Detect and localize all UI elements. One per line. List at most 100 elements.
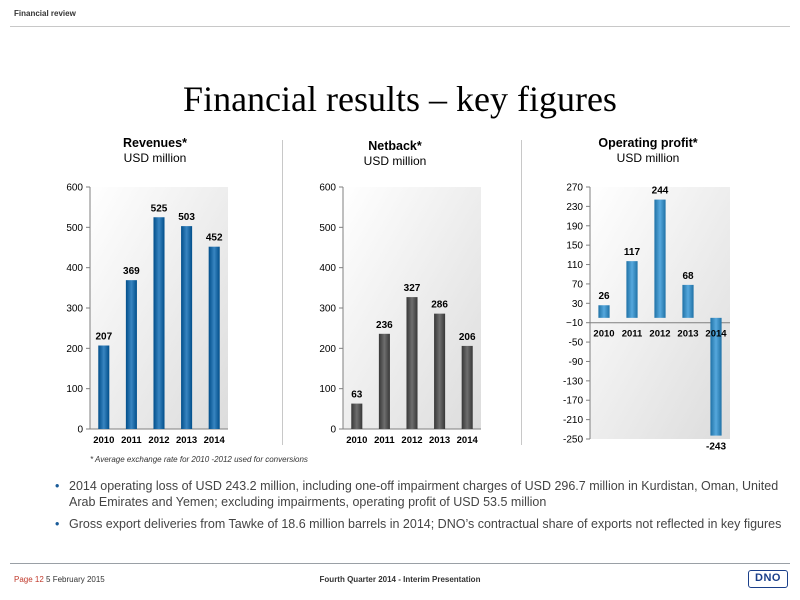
bullet-text: 2014 operating loss of USD 243.2 million… xyxy=(69,479,779,509)
y-tick-label: -90 xyxy=(569,357,584,368)
value-label-2011: 236 xyxy=(376,320,393,331)
bullet-list: • 2014 operating loss of USD 243.2 milli… xyxy=(55,478,785,538)
category-label-2014: 2014 xyxy=(457,435,479,446)
value-label-2012: 244 xyxy=(652,186,669,197)
y-tick-label: -210 xyxy=(563,415,583,426)
y-tick-label: 400 xyxy=(319,263,336,274)
y-tick-label: -130 xyxy=(563,376,583,387)
category-label-2013: 2013 xyxy=(429,435,450,446)
chart-divider-1 xyxy=(282,140,283,445)
bullet-item: • 2014 operating loss of USD 243.2 milli… xyxy=(55,478,785,510)
y-tick-label: -170 xyxy=(563,396,583,407)
bar-2014 xyxy=(461,345,473,429)
bullet-item: • Gross export deliveries from Tawke of … xyxy=(55,516,785,532)
value-label-2014: 206 xyxy=(459,332,476,343)
y-tick-label: 110 xyxy=(567,260,583,271)
category-label-2012: 2012 xyxy=(401,435,422,446)
footer-date: 5 February 2015 xyxy=(46,575,105,584)
value-label-2013: 68 xyxy=(682,271,694,282)
y-tick-label: 200 xyxy=(319,344,336,355)
category-label-2011: 2011 xyxy=(374,435,395,446)
value-label-2014: -243 xyxy=(706,442,726,453)
page-number: Page 12 xyxy=(14,575,44,584)
category-label-2014: 2014 xyxy=(204,435,226,446)
top-divider xyxy=(10,26,790,27)
y-tick-label: 200 xyxy=(66,344,83,355)
y-tick-label: -50 xyxy=(569,338,584,349)
value-label-2013: 286 xyxy=(431,300,448,311)
dno-logo: DNO xyxy=(748,570,788,588)
bullet-icon: • xyxy=(55,479,60,493)
value-label-2010: 63 xyxy=(351,390,363,401)
category-label-2011: 2011 xyxy=(121,435,142,446)
netback-heading: Netback* USD million xyxy=(295,139,495,169)
y-tick-label: 500 xyxy=(66,223,83,234)
section-label: Financial review xyxy=(14,9,76,18)
y-tick-label: 190 xyxy=(566,221,583,232)
bar-2013 xyxy=(434,313,446,429)
y-tick-label: 600 xyxy=(319,183,336,194)
y-tick-label: 150 xyxy=(566,241,583,252)
y-tick-label: 600 xyxy=(66,183,83,194)
y-tick-label: 0 xyxy=(330,425,336,436)
y-tick-label: 400 xyxy=(66,263,83,274)
value-label-2012: 327 xyxy=(404,283,421,294)
y-tick-label: 230 xyxy=(566,202,583,213)
y-tick-label: 300 xyxy=(319,304,336,315)
y-tick-label: -250 xyxy=(563,435,583,446)
bar-2013 xyxy=(181,226,193,429)
category-label-2013: 2013 xyxy=(176,435,197,446)
category-label-2012: 2012 xyxy=(649,329,670,340)
footnote: * Average exchange rate for 2010 -2012 u… xyxy=(90,455,308,464)
y-tick-label: 70 xyxy=(572,279,584,290)
y-tick-label: 0 xyxy=(77,425,83,436)
footer-page-info: Page 12 5 February 2015 xyxy=(14,575,105,584)
category-label-2013: 2013 xyxy=(677,329,698,340)
value-label-2011: 117 xyxy=(624,247,641,258)
y-tick-label: 300 xyxy=(66,304,83,315)
revenues-chart: 0 100 200 300 400 500 600 207 2010 369 2011 525 2012… xyxy=(66,183,228,446)
netback-subtitle: USD million xyxy=(363,154,427,168)
operating-profit-heading: Operating profit* USD million xyxy=(548,136,748,166)
bar-2011 xyxy=(378,333,390,429)
y-tick-label: −10 xyxy=(566,318,583,329)
operating-profit-subtitle: USD million xyxy=(616,151,680,165)
bar-2014 xyxy=(208,246,220,429)
revenues-title: Revenues* xyxy=(123,136,187,150)
chart-divider-2 xyxy=(521,140,522,445)
bar-2010 xyxy=(98,345,110,429)
bar-2012 xyxy=(153,217,165,429)
value-label-2010: 207 xyxy=(95,332,112,343)
bar-2013 xyxy=(682,284,694,318)
y-tick-label: 500 xyxy=(319,223,336,234)
category-label-2014: 2014 xyxy=(705,329,727,340)
value-label-2013: 503 xyxy=(178,212,195,223)
y-tick-label: 100 xyxy=(66,384,83,395)
bottom-divider xyxy=(10,563,790,564)
value-label-2012: 525 xyxy=(151,203,168,214)
category-label-2012: 2012 xyxy=(148,435,169,446)
category-label-2011: 2011 xyxy=(622,329,643,340)
y-tick-label: 100 xyxy=(319,384,336,395)
value-label-2014: 452 xyxy=(206,233,223,244)
bullet-icon: • xyxy=(55,517,60,531)
bullet-text: Gross export deliveries from Tawke of 18… xyxy=(69,517,782,531)
operating-profit-chart: -250 -210 -170 -130 -90 -50 −10 30 70 110 150 190 23… xyxy=(563,183,730,453)
revenues-subtitle: USD million xyxy=(123,151,187,165)
value-label-2011: 369 xyxy=(123,266,140,277)
y-tick-label: 30 xyxy=(572,299,584,310)
revenues-heading: Revenues* USD million xyxy=(55,136,255,166)
bar-2014 xyxy=(710,317,722,436)
category-label-2010: 2010 xyxy=(346,435,367,446)
y-tick-label: 270 xyxy=(566,183,583,194)
bar-2012 xyxy=(406,297,418,429)
slide-title: Financial results – key figures xyxy=(183,79,617,119)
bar-2012 xyxy=(654,199,666,318)
netback-title: Netback* xyxy=(368,139,422,153)
category-label-2010: 2010 xyxy=(593,329,614,340)
footer-presentation-title: Fourth Quarter 2014 - Interim Presentati… xyxy=(319,575,481,584)
value-label-2010: 26 xyxy=(598,291,610,302)
bar-2011 xyxy=(125,280,137,429)
bar-2010 xyxy=(351,403,363,429)
bar-2011 xyxy=(626,261,638,318)
